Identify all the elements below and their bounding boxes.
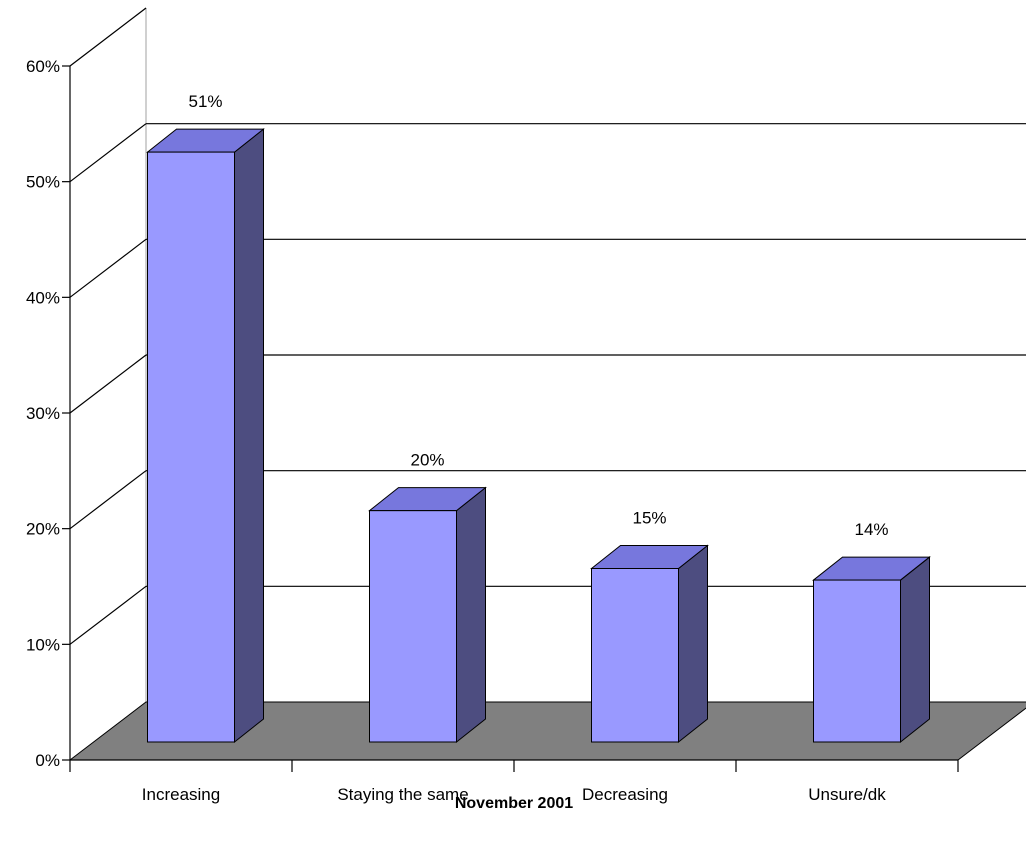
bar-front-1 xyxy=(369,510,457,743)
y-tick-label-3: 30% xyxy=(26,404,60,423)
gridline-side-4 xyxy=(69,238,147,298)
bar-front-0 xyxy=(147,151,235,743)
bars xyxy=(146,128,931,744)
category-label-2: Decreasing xyxy=(582,785,668,804)
data-label-2: 15% xyxy=(632,509,666,528)
chart-walls xyxy=(69,7,147,702)
bar-side-2 xyxy=(678,544,708,744)
bar-decreasing xyxy=(590,544,709,744)
axes: 0% 10% 20% 30% 40% 50% 60% xyxy=(26,57,959,772)
bar-side-0 xyxy=(234,128,264,744)
bar-front-2 xyxy=(591,568,679,743)
y-tick-label-2: 20% xyxy=(26,520,60,539)
gridline-side-5 xyxy=(69,123,147,183)
bar-front-3 xyxy=(813,579,901,743)
y-tick-label-0: 0% xyxy=(35,751,60,770)
bar-side-1 xyxy=(456,486,486,744)
y-tick-label-6: 60% xyxy=(26,57,60,76)
bar-increasing xyxy=(146,128,265,744)
bar-side-3 xyxy=(900,556,930,744)
bar-staying-the-same xyxy=(368,486,487,744)
y-tick-label-5: 50% xyxy=(26,173,60,192)
gridline-side-6 xyxy=(69,7,147,67)
gridline-side-2 xyxy=(69,470,147,530)
data-label-1: 20% xyxy=(410,451,444,470)
y-tick-label-1: 10% xyxy=(26,635,60,654)
labels: 51% Increasing 20% Staying the same 15% Decre… xyxy=(142,92,889,804)
category-label-1: Staying the same xyxy=(337,785,468,804)
data-label-3: 14% xyxy=(854,520,888,539)
gridline-side-1 xyxy=(69,585,147,645)
category-label-3: Unsure/dk xyxy=(808,785,886,804)
bar-unsure-dk xyxy=(812,556,931,744)
x-axis-title: November 2001 xyxy=(455,795,573,812)
category-label-0: Increasing xyxy=(142,785,220,804)
gridline-side-3 xyxy=(69,354,147,414)
y-tick-label-4: 40% xyxy=(26,288,60,307)
data-label-0: 51% xyxy=(188,92,222,111)
